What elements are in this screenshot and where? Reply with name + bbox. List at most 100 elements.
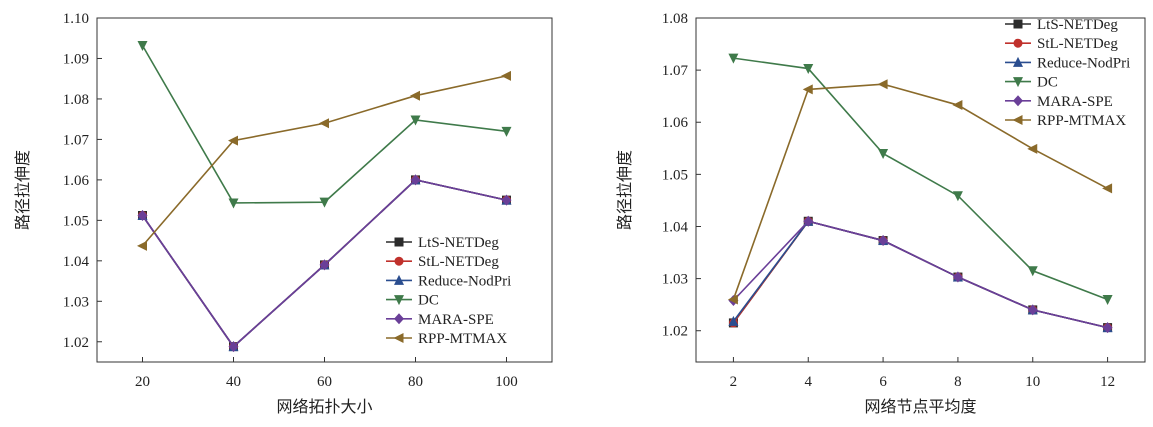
- legend-label: LtS-NETDeg: [1037, 17, 1118, 33]
- y-tick-label: 1.09: [63, 51, 89, 67]
- data-point: [802, 84, 813, 95]
- legend-label: DC: [1037, 75, 1058, 91]
- x-axis-label: 网络节点平均度: [864, 397, 976, 416]
- y-tick-label: 1.08: [63, 92, 89, 108]
- legend-marker: [394, 274, 404, 285]
- series-mara-spe: [137, 174, 512, 353]
- y-tick-label: 1.05: [662, 167, 688, 183]
- y-tick-label: 1.07: [662, 63, 689, 79]
- data-point: [410, 115, 421, 126]
- y-tick-label: 1.06: [63, 173, 90, 189]
- legend-label: Reduce-NodPri: [418, 273, 511, 289]
- data-point: [803, 215, 814, 227]
- data-point: [1102, 322, 1113, 334]
- data-point: [137, 41, 148, 52]
- x-tick-label: 4: [805, 374, 813, 390]
- legend-marker: [1013, 38, 1023, 48]
- y-tick-label: 1.10: [63, 11, 89, 27]
- series-line: [732, 220, 1108, 329]
- data-point: [137, 209, 148, 221]
- legend-marker: [394, 295, 404, 306]
- x-tick-label: 80: [408, 374, 423, 390]
- legend-marker: [1013, 77, 1023, 88]
- data-point: [137, 240, 147, 251]
- legend-marker: [1013, 19, 1023, 29]
- data-point: [501, 126, 512, 137]
- data-point: [1027, 304, 1038, 316]
- y-tick-label: 1.06: [662, 115, 689, 131]
- data-point: [501, 70, 511, 81]
- y-tick-label: 1.02: [63, 335, 89, 351]
- series-rpp-mtmax: [727, 79, 1113, 305]
- data-point: [728, 315, 739, 326]
- y-tick-label: 1.03: [662, 272, 688, 288]
- y-tick-label: 1.04: [662, 219, 689, 235]
- x-tick-label: 8: [954, 374, 962, 390]
- series-line: [732, 220, 1108, 329]
- plot-frame: [695, 17, 1146, 363]
- data-point: [952, 271, 963, 283]
- x-tick-label: 60: [317, 374, 332, 390]
- x-tick-label: 6: [879, 374, 887, 390]
- data-point: [501, 194, 512, 206]
- y-tick-label: 1.07: [63, 132, 90, 148]
- series-line: [732, 220, 1108, 329]
- series-line: [733, 57, 1108, 301]
- legend-label: StL-NETDeg: [418, 254, 499, 270]
- legend-label: RPP-MTMAX: [1037, 113, 1126, 129]
- chart-network-topology-size: 1.02 1.03 1.04 1.05 1.06 1.07 1.08 1.09 1.10 20 40…: [14, 11, 553, 416]
- legend-marker: [394, 237, 404, 247]
- data-point: [319, 197, 330, 208]
- legend-marker: [1013, 95, 1023, 107]
- y-tick-label: 1.03: [63, 294, 89, 310]
- data-point: [803, 64, 814, 75]
- y-tick-label: 1.02: [662, 324, 688, 340]
- x-tick-label: 10: [1025, 374, 1040, 390]
- x-tick-label: 2: [730, 374, 738, 390]
- data-point: [952, 191, 963, 202]
- x-tick-label: 20: [135, 374, 150, 390]
- data-point: [410, 174, 421, 186]
- data-point: [878, 149, 889, 160]
- y-tick-label: 1.04: [63, 254, 90, 270]
- data-point: [228, 135, 238, 146]
- legend-label: LtS-NETDeg: [418, 235, 499, 251]
- legend-marker: [393, 333, 404, 343]
- legend-label: MARA-SPE: [1037, 94, 1113, 110]
- data-point: [1027, 266, 1038, 277]
- legend-label: Reduce-NodPri: [1037, 55, 1130, 71]
- y-tick-label: 1.05: [63, 213, 89, 229]
- data-point: [727, 294, 738, 305]
- chart-network-node-average-degree: 1.02 1.03 1.04 1.05 1.06 1.07 1.08 2 4 6 8 10 12 网络节点…: [616, 11, 1146, 416]
- series-line: [732, 83, 1108, 300]
- data-point: [228, 198, 239, 209]
- series-dc: [728, 53, 1113, 305]
- data-point: [1027, 143, 1038, 154]
- y-tick-label: 1.08: [662, 11, 688, 27]
- legend-label: DC: [418, 293, 439, 309]
- legend-label: StL-NETDeg: [1037, 36, 1118, 52]
- legend-label: RPP-MTMAX: [418, 331, 507, 347]
- x-tick-label: 12: [1100, 374, 1115, 390]
- x-tick-label: 40: [226, 374, 241, 390]
- data-point: [728, 53, 739, 64]
- data-point: [877, 79, 888, 90]
- series-line: [732, 220, 1108, 329]
- legend: LtS-NETDeg StL-NETDeg Reduce-NodPri DC MARA-…: [386, 235, 511, 347]
- legend-label: MARA-SPE: [418, 312, 494, 328]
- legend-marker: [1013, 56, 1023, 67]
- series-mara-spe: [728, 215, 1113, 334]
- plot-frame: [96, 17, 553, 363]
- data-point: [952, 100, 963, 111]
- data-point: [228, 341, 239, 353]
- series-dc: [137, 41, 512, 209]
- data-point: [410, 90, 420, 101]
- series-rpp-mtmax: [137, 70, 511, 251]
- data-point: [878, 235, 889, 247]
- x-tick-label: 100: [495, 374, 518, 390]
- data-point: [319, 118, 329, 129]
- legend: LtS-NETDeg StL-NETDeg Reduce-NodPri DC MARA-…: [1005, 17, 1130, 129]
- y-axis-label: 路径拉伸度: [14, 150, 32, 230]
- data-point: [1102, 294, 1113, 305]
